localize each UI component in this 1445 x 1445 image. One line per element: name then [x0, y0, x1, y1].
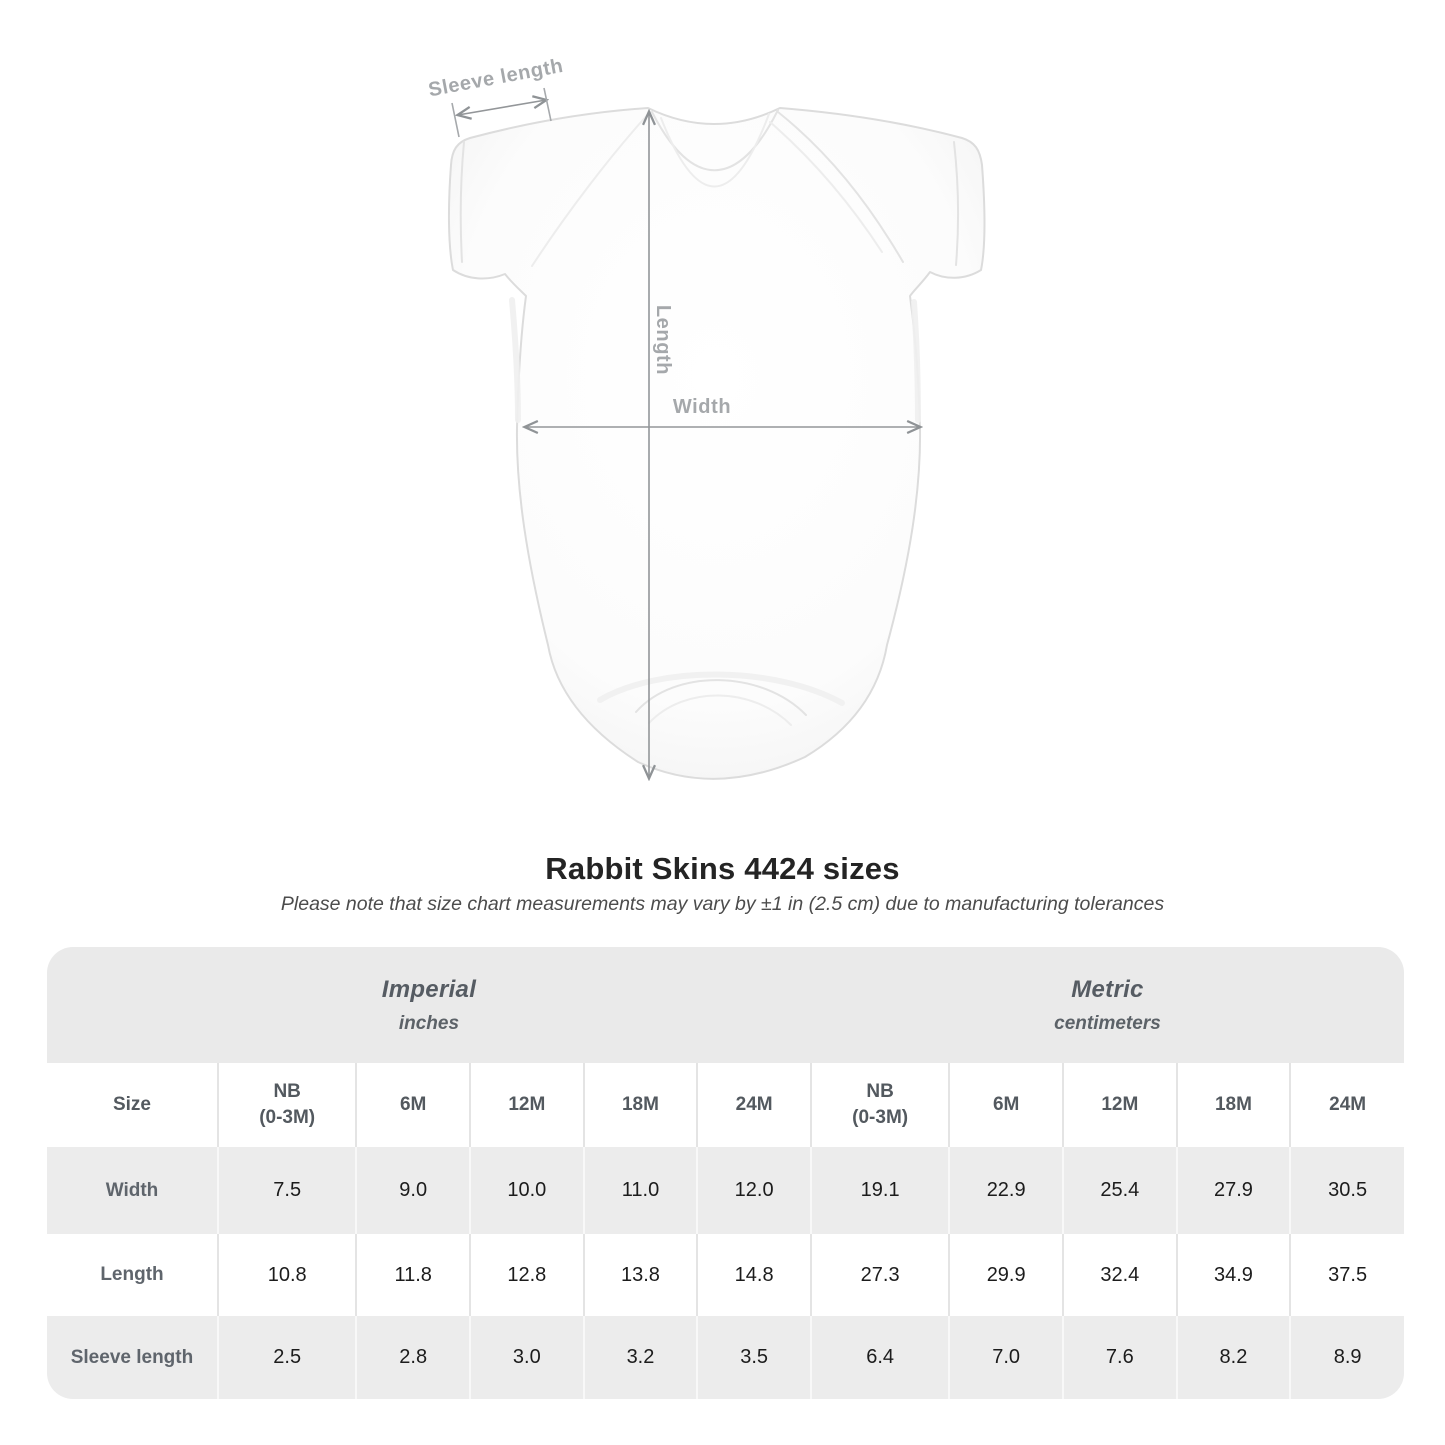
- metric-unit: centimeters: [1054, 1012, 1161, 1034]
- col-header-imperial-nb: NB (0-3M): [216, 1063, 357, 1147]
- sleeve-length-dimension-arrow: [451, 87, 552, 138]
- row-label-sleeve-length: Sleeve length: [70, 1346, 194, 1368]
- table-cell: 34.9: [1175, 1234, 1291, 1316]
- bodysuit-measurement-diagram: Sleeve length Length Width: [427, 55, 986, 830]
- size-table-grid: Imperial inches Metric centimeters Size …: [47, 947, 1404, 1399]
- table-cell: 2.5: [216, 1316, 357, 1399]
- size-column-header: Size: [112, 1094, 151, 1116]
- row-label-length: Length: [100, 1264, 164, 1285]
- row-label-width: Width: [105, 1179, 159, 1201]
- table-cell: 27.3: [809, 1234, 950, 1316]
- table-cell: 32.4: [1061, 1234, 1177, 1316]
- table-cell: 12.8: [469, 1234, 584, 1316]
- table-cell: 8.2: [1175, 1316, 1291, 1399]
- width-label: Width: [673, 396, 731, 418]
- infant-bodysuit-illustration: [447, 107, 986, 780]
- table-cell: 9.0: [355, 1147, 471, 1234]
- table-cell: 29.9: [948, 1234, 1063, 1316]
- table-cell: 11.8: [355, 1234, 471, 1316]
- table-cell: 37.5: [1289, 1234, 1404, 1316]
- table-cell: 6.4: [809, 1316, 950, 1399]
- metric-title: Metric: [1071, 975, 1144, 1003]
- table-cell: 7.6: [1061, 1316, 1177, 1399]
- table-row-sleeve-length: Sleeve length 2.5 2.8 3.0 3.2 3.5 6.4 7.…: [47, 1316, 1404, 1399]
- table-cell: 3.2: [582, 1316, 698, 1399]
- table-row-length: Length 10.8 11.8 12.8 13.8 14.8 27.3 29.…: [47, 1234, 1404, 1316]
- col-header-metric-12m: 12M: [1061, 1063, 1177, 1147]
- table-cell: 10.0: [469, 1147, 584, 1234]
- table-cell: 25.4: [1061, 1147, 1177, 1234]
- col-header-metric-24m: 24M: [1289, 1063, 1404, 1147]
- table-cell: 10.8: [216, 1234, 357, 1316]
- table-cell: 13.8: [582, 1234, 698, 1316]
- table-cell: 30.5: [1289, 1147, 1404, 1234]
- table-cell: 14.8: [696, 1234, 811, 1316]
- metric-section-header: Metric centimeters: [810, 947, 1404, 1063]
- col-header-metric-nb: NB (0-3M): [809, 1063, 950, 1147]
- size-table: Imperial inches Metric centimeters Size …: [47, 947, 1404, 1399]
- table-cell: 3.5: [696, 1316, 811, 1399]
- col-header-imperial-6m: 6M: [355, 1063, 471, 1147]
- table-cell: 12.0: [696, 1147, 811, 1234]
- imperial-title: Imperial: [381, 975, 477, 1003]
- col-header-imperial-24m: 24M: [696, 1063, 811, 1147]
- unit-section-header-row: Imperial inches Metric centimeters: [47, 947, 1404, 1063]
- table-cell: 7.5: [216, 1147, 357, 1234]
- table-cell: 3.0: [469, 1316, 584, 1399]
- table-row-width: Width 7.5 9.0 10.0 11.0 12.0 19.1 22.9 2…: [47, 1147, 1404, 1234]
- size-header-row: Size NB (0-3M) 6M 12M 18M 24M NB (0-3M) …: [47, 1063, 1404, 1147]
- col-header-imperial-18m: 18M: [582, 1063, 698, 1147]
- length-label: Length: [652, 305, 674, 375]
- table-cell: 7.0: [948, 1316, 1063, 1399]
- table-cell: 8.9: [1289, 1316, 1404, 1399]
- table-cell: 27.9: [1175, 1147, 1291, 1234]
- imperial-unit: inches: [398, 1012, 460, 1034]
- table-cell: 11.0: [582, 1147, 698, 1234]
- col-header-metric-6m: 6M: [948, 1063, 1063, 1147]
- sleeve-length-label: Sleeve length: [427, 55, 565, 102]
- col-header-metric-18m: 18M: [1175, 1063, 1291, 1147]
- table-cell: 2.8: [355, 1316, 471, 1399]
- table-cell: 19.1: [809, 1147, 950, 1234]
- imperial-section-header: Imperial inches: [47, 947, 811, 1063]
- col-header-imperial-12m: 12M: [469, 1063, 584, 1147]
- tolerance-note: Please note that size chart measurements…: [280, 893, 1165, 915]
- table-cell: 22.9: [948, 1147, 1063, 1234]
- page-title: Rabbit Skins 4424 sizes: [545, 851, 900, 886]
